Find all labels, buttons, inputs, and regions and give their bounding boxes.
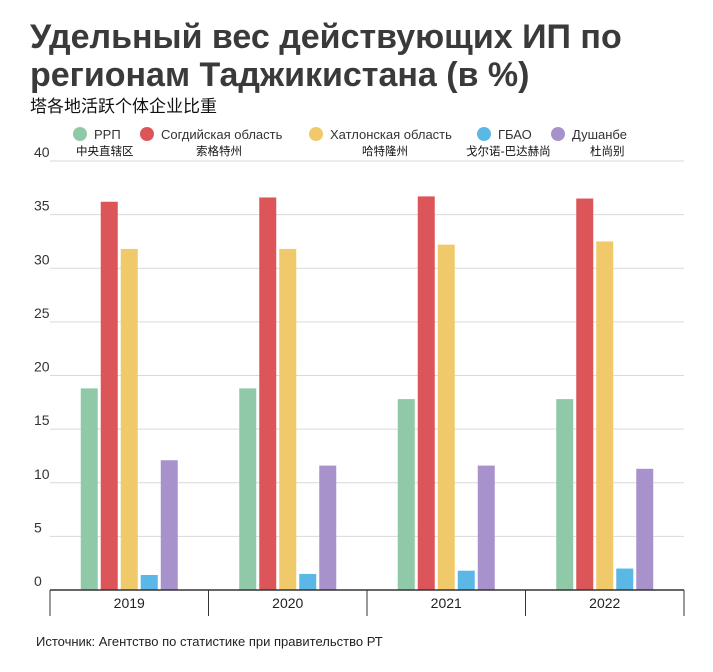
- bar: [319, 465, 337, 590]
- bar: [457, 570, 475, 590]
- bar: [616, 568, 634, 590]
- legend-swatch: [140, 127, 154, 141]
- bar: [160, 460, 178, 590]
- x-tick-label: 2019: [114, 595, 145, 611]
- y-tick-label: 25: [34, 305, 50, 321]
- bar: [477, 465, 495, 590]
- y-tick-label: 5: [34, 519, 42, 535]
- legend-label: Хатлонская область: [330, 127, 452, 142]
- bar: [279, 248, 297, 590]
- legend-label-cn: 杜尚别: [590, 144, 625, 158]
- x-tick-label: 2022: [589, 595, 620, 611]
- source-note: Источник: Агентство по статистике при пр…: [36, 634, 383, 649]
- bar: [259, 197, 277, 590]
- legend-label: Душанбе: [572, 127, 627, 142]
- y-tick-label: 35: [34, 198, 50, 214]
- legend-label: РРП: [94, 127, 121, 142]
- bar: [239, 388, 257, 590]
- x-tick-label: 2021: [431, 595, 462, 611]
- legend-swatch: [477, 127, 491, 141]
- chart-title: Удельный вес действующих ИП по регионам …: [30, 18, 622, 94]
- y-tick-label: 30: [34, 251, 50, 267]
- bar: [120, 248, 138, 590]
- chart-subtitle: 塔各地活跃个体企业比重: [30, 97, 217, 117]
- y-tick-label: 40: [34, 144, 50, 160]
- legend-label: Согдийская область: [161, 127, 283, 142]
- legend-swatch: [73, 127, 87, 141]
- legend: РРП Согдийская область Хатлонская область Г…: [73, 127, 627, 158]
- bar: [417, 196, 435, 590]
- legend-label: ГБАО: [498, 127, 532, 142]
- x-axis: 2019 2020 2021 2022: [49, 589, 685, 616]
- legend-swatch: [309, 127, 323, 141]
- bar: [397, 399, 415, 590]
- bar: [556, 399, 574, 590]
- y-tick-label: 20: [34, 359, 50, 375]
- bars: [80, 196, 654, 590]
- y-tick-label: 0: [34, 573, 42, 589]
- x-tick-label: 2020: [272, 595, 303, 611]
- y-axis: 0 5 10 15 20 25 30 35 40: [34, 144, 50, 589]
- bar: [596, 241, 614, 590]
- legend-label-cn: 中央直辖区: [76, 144, 134, 158]
- bar: [80, 388, 98, 590]
- bar: [100, 201, 118, 590]
- y-tick-label: 15: [34, 412, 50, 428]
- y-tick-label: 10: [34, 466, 50, 482]
- legend-label-cn: 戈尔诺-巴达赫尚: [466, 144, 551, 158]
- bar: [437, 244, 455, 590]
- bar: [299, 573, 317, 590]
- bar: [636, 468, 654, 590]
- bar: [576, 198, 594, 590]
- legend-swatch: [551, 127, 565, 141]
- legend-label-cn: 索格特州: [196, 144, 242, 158]
- bar: [140, 574, 158, 590]
- legend-label-cn: 哈特隆州: [362, 144, 408, 158]
